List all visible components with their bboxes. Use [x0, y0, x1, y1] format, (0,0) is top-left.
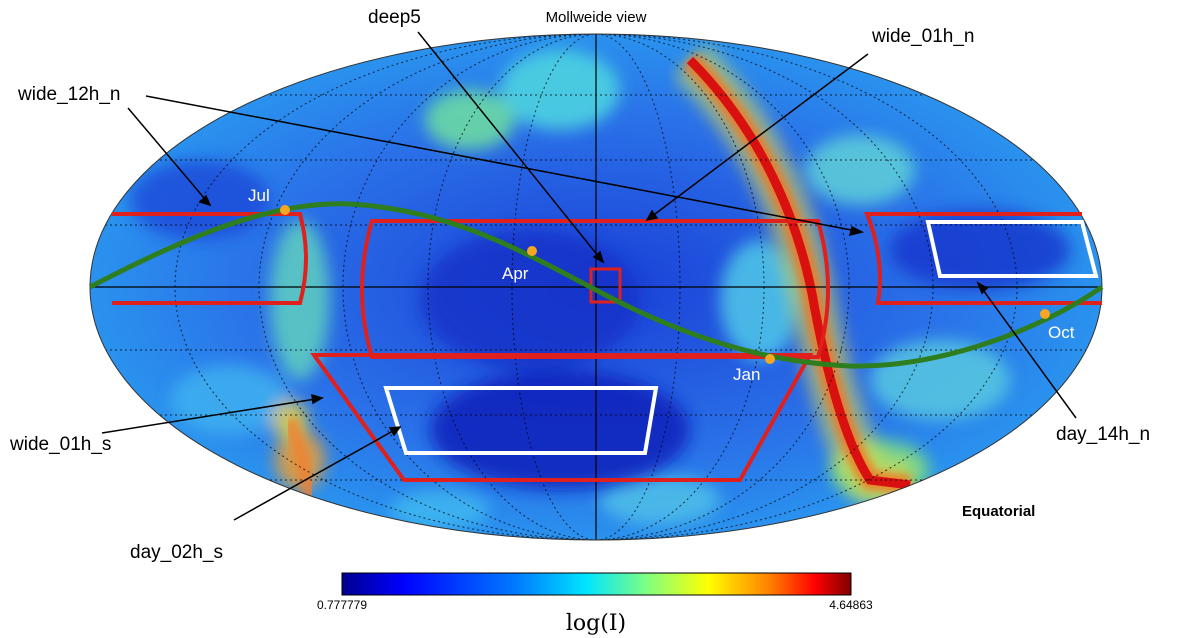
colorbar-unit-label: log(I)	[566, 611, 626, 636]
month-label-jan: Jan	[733, 365, 760, 384]
month-marker-oct	[1040, 309, 1050, 319]
month-marker-apr	[527, 246, 537, 256]
field-label-deep5: deep5	[368, 7, 421, 28]
month-label-oct: Oct	[1048, 323, 1075, 342]
month-marker-jul	[280, 205, 290, 215]
colorbar-min-label: 0.777779	[317, 598, 367, 612]
field-label-wide_01h_s: wide_01h_s	[9, 434, 111, 455]
coordinate-system-label: Equatorial	[962, 503, 1035, 520]
sky-map	[90, 34, 1102, 540]
field-label-day_14h_n: day_14h_n	[1056, 424, 1150, 445]
month-label-apr: Apr	[502, 264, 529, 283]
month-label-jul: Jul	[248, 186, 270, 205]
colorbar-max-label: 4.64863	[829, 598, 873, 612]
colorbar	[342, 573, 851, 595]
field-label-day_02h_s: day_02h_s	[130, 542, 223, 563]
field-label-wide_12h_n: wide_12h_n	[17, 84, 120, 105]
map-title: Mollweide view	[546, 9, 647, 26]
field-label-wide_01h_n: wide_01h_n	[871, 26, 974, 47]
month-marker-jan	[765, 354, 775, 364]
